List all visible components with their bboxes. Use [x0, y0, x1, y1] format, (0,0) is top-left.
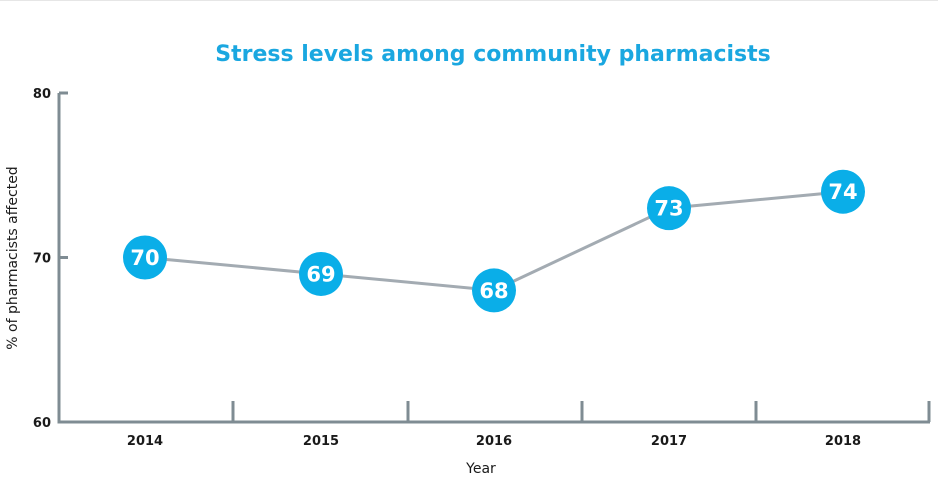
data-point-marker: [647, 186, 691, 231]
data-label: 70: [130, 246, 159, 270]
y-tick-labels: 60 70 80: [33, 87, 51, 431]
data-label: 73: [654, 197, 683, 221]
data-point: 73: [647, 186, 691, 231]
data-point: 68: [472, 268, 516, 313]
data-point: 74: [821, 169, 865, 214]
y-tick-label: 70: [33, 252, 51, 267]
axes: [57, 91, 931, 424]
data-point: 69: [299, 251, 343, 296]
data-point-marker: [472, 268, 516, 313]
data-point-marker: [821, 169, 865, 214]
y-axis-label: % of pharmacists affected: [5, 166, 21, 349]
x-tick-label: 2017: [651, 434, 687, 449]
data-label: 74: [828, 180, 857, 204]
top-divider: [0, 0, 938, 1]
chart-title: Stress levels among community pharmacist…: [215, 42, 771, 67]
x-tick-labels: 2014 2015 2016 2017 2018: [127, 434, 861, 449]
data-label: 68: [479, 279, 508, 303]
x-tick-label: 2018: [825, 434, 861, 449]
data-point-marker: [299, 251, 343, 296]
data-point-marker: [123, 235, 167, 280]
data-point: 70: [123, 235, 167, 280]
data-label: 69: [306, 262, 335, 286]
data-points: 70 69 68 73 74: [123, 169, 865, 313]
y-tick-label: 80: [33, 87, 51, 102]
x-tick-label: 2014: [127, 434, 163, 449]
x-axis-label: Year: [465, 461, 496, 477]
x-tick-label: 2015: [303, 434, 339, 449]
y-tick-label: 60: [33, 416, 51, 431]
x-tick-label: 2016: [476, 434, 512, 449]
